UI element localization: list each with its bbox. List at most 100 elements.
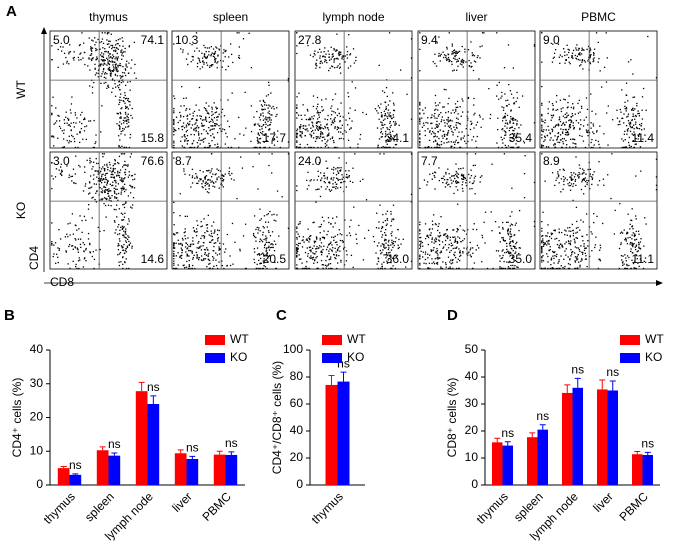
event-dot <box>85 249 87 251</box>
event-dot <box>106 87 108 89</box>
event-dot <box>268 245 270 247</box>
event-dot <box>456 267 458 270</box>
plot-frame <box>294 151 413 270</box>
event-dot <box>72 248 74 250</box>
event-dot <box>512 122 514 124</box>
event-dot <box>563 138 565 140</box>
event-dot <box>458 57 460 60</box>
y-tick-label: 20 <box>290 450 304 464</box>
x-tick-label: thymus <box>474 489 511 526</box>
event-dot <box>389 255 391 257</box>
event-dot <box>428 146 430 148</box>
event-dot <box>95 49 97 52</box>
event-dot <box>268 124 271 126</box>
event-dot <box>125 107 127 110</box>
event-dot <box>211 119 214 121</box>
event-dot <box>572 124 574 127</box>
event-dot <box>94 37 96 39</box>
event-dot <box>334 120 336 123</box>
event-dot <box>509 230 511 233</box>
event-dot <box>319 232 321 234</box>
event-dot <box>435 237 437 239</box>
event-dot <box>422 109 424 111</box>
event-dot <box>112 87 114 90</box>
event-dot <box>504 122 507 124</box>
event-dot <box>419 221 421 223</box>
event-dot <box>84 63 86 66</box>
event-dot <box>457 181 459 183</box>
event-dot <box>118 244 120 246</box>
event-dot <box>333 236 335 239</box>
event-dot <box>431 258 433 260</box>
event-dot <box>296 238 298 240</box>
event-dot <box>173 242 175 245</box>
event-dot <box>266 117 268 119</box>
event-dot <box>115 63 117 65</box>
event-dot <box>569 124 571 126</box>
event-dot <box>637 112 639 115</box>
event-dot <box>433 132 435 134</box>
event-dot <box>203 237 205 239</box>
event-dot <box>309 146 311 149</box>
event-dot <box>215 57 217 60</box>
event-dot <box>580 188 583 191</box>
event-dot <box>515 247 517 250</box>
event-dot <box>432 214 435 216</box>
event-dot <box>456 51 458 53</box>
event-dot <box>189 120 191 123</box>
event-dot <box>173 246 175 249</box>
event-dot <box>556 108 559 111</box>
event-dot <box>119 229 121 232</box>
event-dot <box>453 241 456 243</box>
event-dot <box>481 234 483 237</box>
event-dot <box>633 96 636 98</box>
event-dot <box>557 141 559 143</box>
event-dot <box>446 59 448 62</box>
event-dot <box>558 228 560 230</box>
event-dot <box>372 235 375 238</box>
event-dot <box>434 135 437 137</box>
event-dot <box>450 263 452 265</box>
event-dot <box>447 131 449 134</box>
event-dot <box>206 64 209 66</box>
event-dot <box>302 127 305 130</box>
event-dot <box>254 123 257 125</box>
event-dot <box>125 240 127 242</box>
event-dot <box>101 32 104 34</box>
event-dot <box>207 230 209 233</box>
event-dot <box>550 232 552 234</box>
event-dot <box>99 230 101 233</box>
event-dot <box>337 58 339 60</box>
event-dot <box>457 241 459 244</box>
event-dot <box>541 267 543 270</box>
event-dot <box>455 108 457 111</box>
event-dot <box>578 177 580 179</box>
bar <box>492 442 503 485</box>
event-dot <box>437 254 439 256</box>
event-dot <box>189 245 192 248</box>
event-dot <box>326 178 328 180</box>
event-dot <box>304 128 306 131</box>
event-dot <box>104 72 107 74</box>
event-dot <box>504 117 506 119</box>
event-dot <box>129 101 131 103</box>
event-dot <box>121 181 124 183</box>
event-dot <box>94 44 96 46</box>
event-dot <box>188 250 190 252</box>
event-dot <box>419 223 421 226</box>
event-dot <box>377 105 380 107</box>
event-dot <box>200 118 202 120</box>
event-dot <box>574 261 577 263</box>
event-dot <box>383 246 385 248</box>
event-dot <box>123 203 125 205</box>
event-dot <box>463 238 466 240</box>
event-dot <box>419 142 421 144</box>
event-dot <box>207 214 209 217</box>
event-dot <box>603 133 605 135</box>
event-dot <box>271 231 274 233</box>
event-dot <box>489 113 492 116</box>
event-dot <box>502 227 504 229</box>
event-dot <box>557 262 559 264</box>
event-dot <box>320 124 322 126</box>
event-dot <box>440 120 442 123</box>
